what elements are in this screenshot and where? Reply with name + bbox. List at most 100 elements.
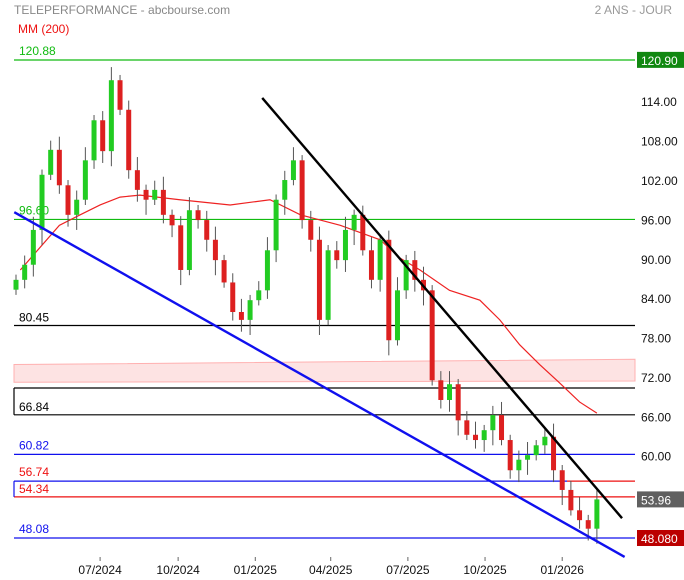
candle: [299, 155, 305, 229]
candle-body: [100, 120, 106, 152]
ma200-line: [19, 194, 598, 414]
resistance-zone-band: [13, 358, 636, 383]
candle: [13, 274, 19, 295]
candle-body: [403, 260, 409, 291]
x-tick-label: 10/2025: [463, 563, 507, 577]
ma-legend: MM (200): [18, 22, 69, 36]
candle: [56, 136, 62, 194]
candle-body: [186, 210, 192, 270]
candle: [447, 371, 452, 412]
candle-body: [82, 160, 88, 200]
candle-body: [594, 499, 600, 529]
candle-body: [533, 445, 539, 456]
candle-body: [152, 189, 158, 200]
candle: [178, 216, 184, 286]
y-tick-label: 96.00: [641, 213, 671, 227]
candle-body: [264, 250, 270, 291]
candle-body: [247, 300, 253, 320]
x-tick-label: 01/2025: [234, 563, 278, 577]
candle: [264, 237, 270, 299]
y-tick-label: 66.00: [641, 410, 671, 424]
candle-body: [126, 109, 132, 171]
period-label: 2 ANS - JOUR: [595, 3, 673, 17]
candle: [377, 234, 383, 292]
candle-body: [13, 279, 19, 290]
candle: [325, 245, 331, 326]
candle-body: [160, 189, 166, 215]
candle: [282, 170, 288, 215]
chart-title: TELEPERFORMANCE - abcbourse.com: [14, 3, 230, 17]
candle-body: [473, 434, 479, 441]
candle: [290, 147, 296, 186]
candle: [316, 226, 322, 335]
candle: [386, 230, 392, 356]
candle-body: [299, 160, 305, 221]
candle-body: [490, 415, 496, 431]
candle-body: [117, 80, 123, 110]
candle-body: [238, 312, 244, 320]
candle-body: [342, 229, 348, 261]
price-tag: [637, 491, 684, 508]
candle: [221, 254, 227, 288]
candle: [438, 371, 444, 409]
candle-body: [412, 260, 418, 280]
candle: [152, 180, 158, 205]
candle: [429, 285, 435, 386]
candle: [195, 204, 201, 229]
level-label: 96.60: [19, 203, 49, 217]
candle-body: [507, 440, 513, 471]
candle: [464, 411, 470, 441]
candle: [39, 169, 45, 246]
candle-body: [256, 290, 262, 301]
level-label: 56.74: [19, 465, 49, 479]
candle: [134, 157, 140, 202]
candle-body: [360, 214, 366, 251]
level-label: 80.45: [19, 310, 49, 324]
candle: [351, 209, 357, 246]
candle-body: [325, 250, 331, 320]
candle-body: [429, 290, 435, 381]
candle: [334, 241, 340, 269]
candle-body: [282, 180, 288, 200]
candle-body: [568, 489, 574, 511]
candle: [594, 490, 600, 544]
candle: [542, 427, 548, 454]
candle-body: [481, 430, 487, 441]
candle: [143, 184, 149, 215]
candle: [74, 190, 80, 230]
level-label: 48.08: [19, 522, 49, 536]
support-trendline: [13, 211, 626, 558]
candle: [30, 216, 36, 277]
candle: [65, 180, 71, 227]
candle-body: [48, 149, 54, 175]
candle: [82, 147, 88, 205]
price-tag-label: 53.96: [641, 493, 671, 507]
candle: [48, 140, 54, 181]
x-tick-label: 07/2024: [78, 563, 122, 577]
y-tick-label: 102.00: [641, 174, 678, 188]
resistance-trendline: [261, 97, 623, 519]
price-tag: [637, 51, 684, 68]
candle-body: [39, 174, 45, 230]
candle: [126, 100, 132, 179]
candle: [273, 194, 279, 263]
candle: [507, 434, 513, 479]
candle: [481, 424, 487, 452]
candle-body: [542, 436, 548, 446]
candle: [160, 176, 166, 224]
x-tick-label: 07/2025: [386, 563, 430, 577]
candle-body: [30, 229, 36, 265]
candle: [525, 442, 531, 475]
candle-body: [316, 239, 322, 320]
candle-body: [377, 239, 383, 280]
candle-body: [551, 436, 557, 471]
candle: [238, 298, 244, 332]
level-label: 60.82: [19, 438, 49, 452]
candle: [186, 197, 192, 276]
candle: [169, 209, 175, 238]
candle: [256, 281, 262, 306]
candle-body: [499, 415, 505, 441]
candle: [551, 423, 557, 483]
candle-body: [178, 225, 184, 270]
